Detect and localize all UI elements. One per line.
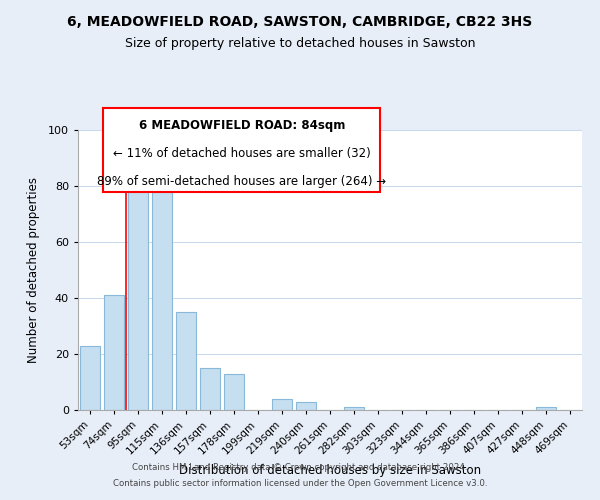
Bar [104, 295, 124, 410]
Bar [128, 186, 148, 410]
Bar [224, 374, 244, 410]
Text: ← 11% of detached houses are smaller (32): ← 11% of detached houses are smaller (32… [113, 147, 371, 160]
Bar [176, 312, 196, 410]
Text: 89% of semi-detached houses are larger (264) →: 89% of semi-detached houses are larger (… [97, 175, 386, 188]
Bar [344, 407, 364, 410]
Bar [536, 407, 556, 410]
Text: 6, MEADOWFIELD ROAD, SAWSTON, CAMBRIDGE, CB22 3HS: 6, MEADOWFIELD ROAD, SAWSTON, CAMBRIDGE,… [67, 15, 533, 29]
Text: Contains HM Land Registry data © Crown copyright and database right 2024.: Contains HM Land Registry data © Crown c… [132, 464, 468, 472]
Text: 6 MEADOWFIELD ROAD: 84sqm: 6 MEADOWFIELD ROAD: 84sqm [139, 119, 345, 132]
FancyBboxPatch shape [103, 108, 380, 192]
X-axis label: Distribution of detached houses by size in Sawston: Distribution of detached houses by size … [179, 464, 481, 477]
Bar [296, 402, 316, 410]
Y-axis label: Number of detached properties: Number of detached properties [26, 177, 40, 363]
Bar [80, 346, 100, 410]
Bar [200, 368, 220, 410]
Text: Contains public sector information licensed under the Open Government Licence v3: Contains public sector information licen… [113, 478, 487, 488]
Bar [152, 175, 172, 410]
Text: Size of property relative to detached houses in Sawston: Size of property relative to detached ho… [125, 38, 475, 51]
Bar [272, 399, 292, 410]
